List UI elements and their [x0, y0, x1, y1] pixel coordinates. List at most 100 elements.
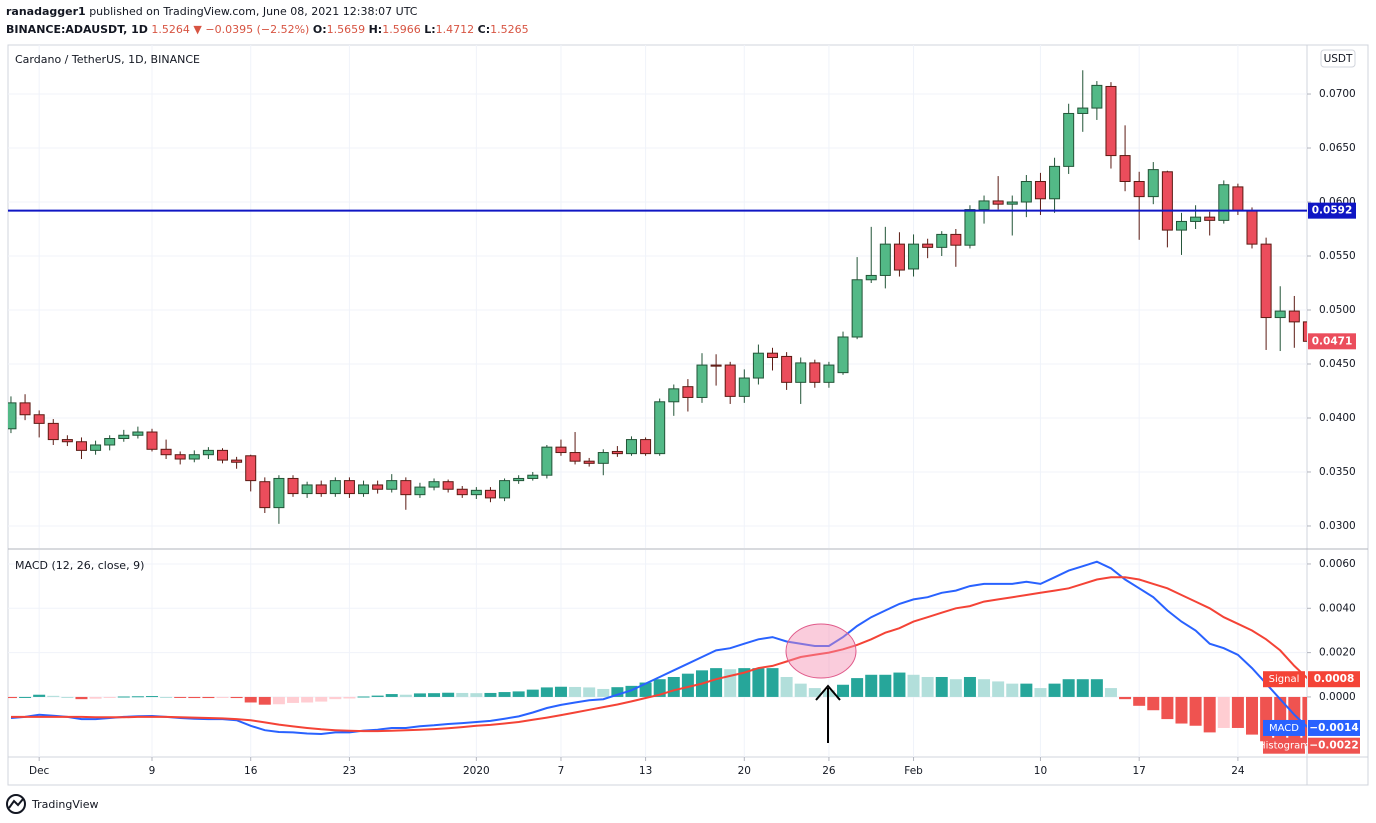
- x-tick-label: 9: [149, 765, 156, 777]
- candle-body: [781, 355, 793, 383]
- histogram-bar: [949, 679, 962, 697]
- candle-body: [1034, 180, 1046, 200]
- candle-body: [837, 336, 849, 374]
- histogram-bar: [301, 696, 314, 703]
- histogram-bar: [921, 676, 934, 697]
- x-tick-label: 17: [1132, 765, 1145, 777]
- histogram-bar: [230, 696, 243, 699]
- histogram-bar: [131, 696, 144, 698]
- candle-body: [1049, 165, 1061, 200]
- candle-body: [950, 233, 962, 246]
- candle-body: [513, 477, 525, 482]
- histogram-bar: [879, 674, 892, 697]
- candle-body: [358, 484, 370, 495]
- histogram-bar: [442, 692, 455, 697]
- histogram-bar: [1161, 696, 1174, 720]
- x-tick-label: 13: [639, 765, 652, 777]
- annotation-arrowhead: [815, 684, 841, 701]
- candle-body: [597, 452, 609, 464]
- histogram-bar: [287, 696, 300, 703]
- y-tick-label: 0.0550: [1319, 250, 1356, 262]
- candle-body: [922, 243, 934, 248]
- x-tick-label: 16: [244, 765, 258, 777]
- histogram-bar: [681, 673, 694, 697]
- series-value-label: 0.0008: [1314, 673, 1355, 685]
- candle-body: [484, 489, 496, 499]
- histogram-bar: [653, 679, 666, 697]
- histogram-bar: [371, 695, 384, 697]
- candle-body: [428, 481, 440, 488]
- candle-body: [738, 377, 750, 397]
- price-pane: [8, 45, 1307, 548]
- candle-body: [343, 480, 355, 495]
- symbol-line: BINANCE:ADAUSDT, 1D 1.5264 ▼ −0.0395 (−2…: [6, 23, 529, 36]
- histogram-bar: [188, 696, 201, 699]
- histogram-bar: [1133, 696, 1146, 706]
- candle-body: [259, 481, 271, 509]
- candle-body: [1190, 216, 1202, 222]
- y-tick-label: 0.0020: [1319, 647, 1356, 659]
- candle-body: [372, 484, 384, 490]
- last-price-box: [1308, 333, 1356, 350]
- brand: TradingView: [31, 798, 98, 811]
- price-label-box: [1308, 202, 1356, 219]
- macd-line: [11, 576, 1307, 733]
- candle-body: [33, 414, 45, 424]
- y-tick-label: 0.0450: [1319, 358, 1356, 370]
- candle-body: [75, 441, 87, 451]
- histogram-bar: [145, 696, 158, 698]
- histogram-bar: [1104, 688, 1117, 697]
- histogram-bar: [428, 693, 441, 697]
- candle-body: [47, 422, 59, 441]
- candle-body: [442, 481, 454, 490]
- candle-body: [146, 431, 158, 450]
- histogram-bar: [456, 692, 469, 697]
- indicator-title: MACD (12, 26, close, 9): [15, 559, 144, 572]
- histogram-bar: [202, 696, 215, 699]
- arrow: ▼: [193, 23, 202, 36]
- candle-body: [752, 352, 764, 379]
- candle-body: [541, 446, 553, 476]
- histogram-bar: [174, 696, 187, 698]
- axes: 0.0300 0.0350 0.0400 0.0450 0.0500 0.0550 0.06…: [29, 88, 1360, 777]
- candle-body: [470, 489, 482, 496]
- candle-body: [668, 388, 680, 403]
- candle-body: [1119, 155, 1131, 182]
- ohlc-value: 1.5265: [490, 23, 529, 36]
- candle-body: [1274, 310, 1286, 319]
- histogram-bar: [33, 694, 46, 697]
- candle-body: [1105, 85, 1117, 157]
- x-tick-label: 2020: [463, 765, 490, 777]
- brand-logo: [6, 794, 26, 814]
- histogram-bar: [484, 692, 497, 697]
- histogram-bar: [625, 685, 638, 697]
- candle-body: [696, 364, 708, 398]
- candle-body: [329, 480, 341, 495]
- y-tick-label: 0.0500: [1319, 304, 1356, 316]
- histogram-bar: [258, 696, 271, 705]
- candle-body: [456, 488, 468, 496]
- candle-body: [964, 209, 976, 246]
- candle-body: [1260, 243, 1272, 319]
- x-tick-label: 26: [822, 765, 836, 777]
- histogram-bar: [1245, 696, 1258, 735]
- histogram-bar: [794, 683, 807, 697]
- histogram-bar: [89, 696, 102, 699]
- candle-body: [90, 444, 102, 451]
- price-label: 0.0592: [1312, 205, 1353, 217]
- candle-body: [160, 448, 172, 456]
- published: published on TradingView.com, June 08, 2…: [89, 5, 418, 18]
- candle-body: [61, 439, 73, 443]
- series-value-box: [1308, 719, 1360, 736]
- series-value-label: −0.0022: [1309, 740, 1358, 752]
- change: −0.0395 (−2.52%): [205, 23, 309, 36]
- histogram-bar: [992, 681, 1005, 697]
- histogram-bar: [738, 668, 751, 697]
- candle-body: [583, 460, 595, 464]
- candle-body: [499, 480, 511, 499]
- candle-body: [936, 233, 948, 248]
- histogram-bar: [752, 668, 765, 697]
- candle-body: [724, 364, 736, 397]
